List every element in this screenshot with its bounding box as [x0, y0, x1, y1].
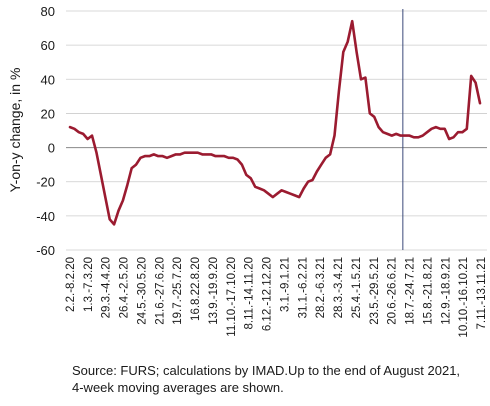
series-layer	[68, 19, 482, 226]
x-tick-label: 19.7.-25.7.20	[172, 257, 184, 325]
x-tick-label: 12.9.-18.9.21	[440, 257, 452, 325]
x-tick-label: 31.1.-6.2.21	[297, 257, 309, 318]
x-tick-label: 28.2.-6.3.21	[315, 257, 327, 318]
x-tick-label: 18.7.-24.7.21	[405, 257, 417, 325]
x-tick-label: 24.5.-30.5.20	[136, 257, 148, 325]
y-tick-label: 60	[41, 38, 55, 53]
y-tick-label: 0	[48, 141, 55, 156]
y-tick-label: 20	[41, 106, 55, 121]
y-tick-label: -20	[36, 175, 55, 190]
x-tick-label: 28.3.-3.4.21	[333, 257, 345, 318]
x-tick-label: 21.6.-27.6.20	[154, 257, 166, 325]
x-tick-label: 10.10.-16.10.21	[458, 257, 470, 338]
gridlines	[66, 10, 487, 251]
x-tick-label: 15.8.-21.8.21	[422, 257, 434, 325]
x-tick-label: 6.12.-12.12.20	[262, 257, 274, 331]
x-tick-label: 23.5.-29.5.21	[369, 257, 381, 325]
x-tick-label: 7.11.-13.11.21	[476, 257, 488, 329]
x-tick-label: 11.10.-17.10.20	[226, 257, 238, 337]
x-tick-label: 1.3.-7.3.20	[83, 257, 95, 312]
x-tick-label: 3.1.-9.1.21	[279, 257, 291, 312]
x-tick-label: 20.6.-26.6.21	[387, 257, 399, 325]
y-tick-label: -40	[36, 209, 55, 224]
x-tick-label: 29.3.-4.4.20	[101, 257, 113, 318]
x-tick-label: 16.8.22.8.20	[190, 257, 202, 321]
source-note: Source: FURS; calculations by IMAD.Up to…	[72, 363, 461, 395]
y-tick-label: -60	[36, 243, 55, 258]
y-tick-label: 40	[41, 72, 55, 87]
x-tick-label: 25.4.-1.5.21	[351, 257, 363, 318]
x-tick-label: 2.2.-8.2.20	[65, 257, 77, 312]
x-tick-label: 8.11.-14.11.20	[244, 257, 256, 329]
y-tick-label: 80	[41, 4, 55, 19]
x-tick-label: 26.4.-2.5.20	[119, 257, 131, 318]
y-tick-labels: -60 -40 -20 0 20 40 60 80	[36, 4, 55, 258]
y-axis-title: Y-on-y change, in %	[7, 68, 23, 193]
x-tick-labels: 2.2.-8.2.20 1.3.-7.3.20 29.3.-4.4.20 26.4.-…	[65, 257, 488, 338]
series-line	[68, 19, 482, 226]
x-tick-label: 13.9.-19.9.20	[208, 257, 220, 325]
